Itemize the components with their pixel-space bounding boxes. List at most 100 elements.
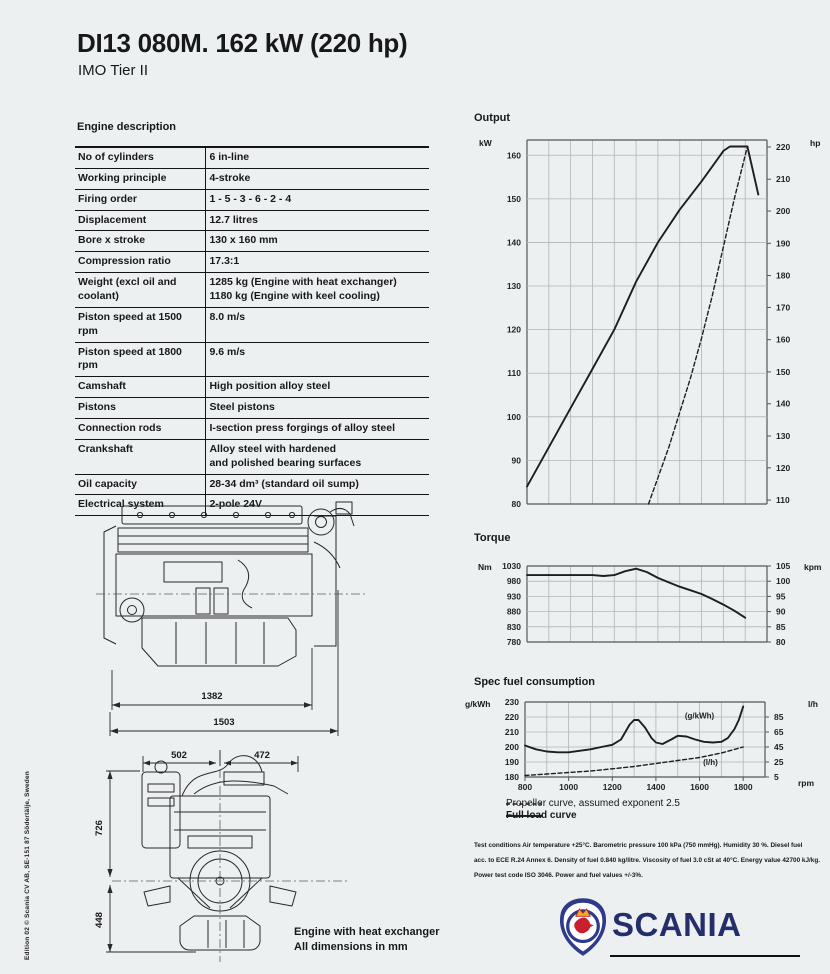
y-axis-tick-label: 1030 — [502, 561, 521, 571]
brand-underline — [610, 955, 800, 957]
y-axis-tick-label: 780 — [507, 637, 521, 647]
spec-label: Piston speed at 1800 rpm — [75, 342, 207, 378]
drawing-caption-line2: All dimensions in mm — [294, 941, 408, 953]
page-title: DI13 080M. 162 kW (220 hp) — [77, 28, 408, 58]
y-axis-tick-label: 140 — [507, 237, 521, 247]
curve-annotation: (g/kWh) — [685, 712, 715, 721]
right-axis-tick-label: 130 — [776, 431, 790, 441]
spec-value: I-section press forgings of alloy steel — [205, 418, 429, 440]
side-dimensions: 1382 1503 — [109, 590, 339, 736]
y-axis-tick-label: 120 — [507, 325, 521, 335]
table-row: Firing order 1 - 5 - 3 - 6 - 2 - 4 — [75, 189, 429, 211]
table-row: Weight (excl oil and coolant) 1285 kg (En… — [75, 272, 429, 308]
table-row: Piston speed at 1800 rpm 9.6 m/s — [75, 342, 429, 378]
spec-value: Alloy steel with hardened and polished be… — [205, 439, 429, 475]
table-row: Piston speed at 1500 rpm 8.0 m/s — [75, 307, 429, 343]
spec-value: 8.0 m/s — [205, 307, 429, 343]
y-axis-tick-label: 100 — [507, 412, 521, 422]
y-axis-tick-label: 160 — [507, 150, 521, 160]
y-axis-tick-label: 90 — [512, 455, 522, 465]
spec-label: No of cylinders — [75, 147, 207, 169]
right-axis-tick-label: 160 — [776, 335, 790, 345]
table-row: No of cylinders 6 in-line — [75, 147, 429, 169]
right-axis-tick-label: 85 — [774, 712, 784, 722]
y-axis-tick-label: 80 — [512, 499, 522, 509]
legend-propeller-row: Propeller curve, assumed exponent 2.5 — [506, 798, 680, 810]
legend-propeller-label: Propeller curve, assumed exponent 2.5 — [506, 798, 680, 809]
right-axis-tick-label: 140 — [776, 399, 790, 409]
spec-label: Connection rods — [75, 418, 207, 440]
scania-emblem-icon — [559, 898, 607, 956]
output-left-unit: kW — [479, 138, 492, 148]
fuel-left-unit: g/kWh — [465, 699, 491, 709]
series-solid-line — [526, 567, 747, 619]
engine-table-body: No of cylinders 6 in-line Working principl… — [75, 147, 429, 517]
test-conditions-line2: acc. to ECE R.24 Annex 6. Density of fue… — [474, 857, 821, 864]
dimension-label-front-left-upper: 726 — [94, 820, 105, 836]
spec-value: 12.7 litres — [205, 210, 429, 232]
solid-line-sample-icon — [506, 815, 542, 817]
right-axis-tick-label: 170 — [776, 302, 790, 312]
engine-description-heading: Engine description — [77, 121, 177, 133]
spec-label: Pistons — [75, 397, 207, 420]
table-row: Crankshaft Alloy steel with hardened and p… — [75, 439, 429, 475]
right-axis-tick-label: 150 — [776, 367, 790, 377]
engine-side-sketch — [96, 501, 368, 667]
right-axis-tick-label: 190 — [776, 238, 790, 248]
y-axis-tick-label: 180 — [505, 772, 519, 782]
spec-label: Compression ratio — [75, 251, 207, 274]
series-solid-line — [524, 705, 745, 754]
spec-value: 28-34 dm³ (standard oil sump) — [205, 474, 429, 496]
y-axis-tick-label: 200 — [505, 742, 519, 752]
right-axis-tick-label: 200 — [776, 206, 790, 216]
y-axis-tick-label: 110 — [507, 368, 521, 378]
x-axis-tick-label: 1200 — [603, 782, 622, 792]
spec-value: 2-pole 24V — [205, 494, 429, 517]
table-row: Bore x stroke 130 x 160 mm — [75, 230, 429, 253]
output-right-unit: hp — [810, 138, 821, 148]
table-row: Camshaft High position alloy steel — [75, 376, 429, 399]
spec-value: 1285 kg (Engine with heat exchanger) 1180… — [205, 272, 429, 308]
spec-label: Crankshaft — [75, 439, 207, 475]
engine-front-view-drawing: 502 472 726 448 — [94, 750, 350, 962]
scania-wordmark: SCANIA — [612, 906, 742, 943]
x-axis-tick-label: 800 — [518, 782, 532, 792]
chart-legend: Propeller curve, assumed exponent 2.5 Fu… — [506, 798, 680, 822]
torque-chart: Torque Nm kpm 1030 980 930 880 830 780 105 100 9… — [460, 532, 830, 660]
x-axis-tick-label: 1400 — [646, 782, 665, 792]
x-axis-tick-label: 1000 — [559, 782, 578, 792]
y-axis-tick-label: 880 — [507, 607, 521, 617]
y-axis-tick-label: 150 — [507, 194, 521, 204]
table-row: Pistons Steel pistons — [75, 397, 429, 420]
y-axis-tick-label: 980 — [507, 576, 521, 586]
right-axis-tick-label: 45 — [774, 742, 784, 752]
spec-label: Piston speed at 1500 rpm — [75, 307, 207, 343]
torque-chart-svg: 1030 980 930 880 830 780 105 100 95 90 85 80 — [502, 561, 790, 647]
spec-label: Camshaft — [75, 376, 207, 399]
fuel-x-unit: rpm — [798, 778, 815, 788]
test-conditions: Test conditions Air temperature +25°C. B… — [474, 838, 830, 883]
spec-value: 4-stroke — [205, 168, 429, 190]
right-axis-tick-label: 110 — [776, 495, 790, 505]
engine-spec-table: No of cylinders 6 in-line Working principl… — [75, 146, 429, 517]
y-axis-tick-label: 130 — [507, 281, 521, 291]
output-chart: Output kW hp 80 90 100 110 120 130 140 150 160 22… — [460, 112, 830, 520]
x-axis-tick-label: 1800 — [734, 782, 753, 792]
test-conditions-line1: Test conditions Air temperature +25°C. B… — [474, 842, 803, 849]
table-row: Compression ratio 17.3:1 — [75, 251, 429, 274]
right-axis-tick-label: 210 — [776, 174, 790, 184]
dimension-label-side-inner: 1382 — [201, 691, 222, 702]
engine-front-sketch — [112, 752, 350, 962]
series-solid-line — [526, 145, 760, 488]
dimension-label-front-top-left: 502 — [171, 750, 187, 761]
y-axis-tick-label: 830 — [507, 622, 521, 632]
right-axis-tick-label: 220 — [776, 142, 790, 152]
table-row: Working principle 4-stroke — [75, 168, 429, 190]
drawing-caption: Engine with heat exchanger All dimension… — [294, 925, 439, 955]
curve-annotation: (l/h) — [703, 758, 718, 767]
spec-value: 130 x 160 mm — [205, 230, 429, 253]
legend-full-load-row: Full load curve — [506, 810, 680, 822]
spec-label: Displacement — [75, 210, 207, 232]
spec-value: 9.6 m/s — [205, 342, 429, 378]
